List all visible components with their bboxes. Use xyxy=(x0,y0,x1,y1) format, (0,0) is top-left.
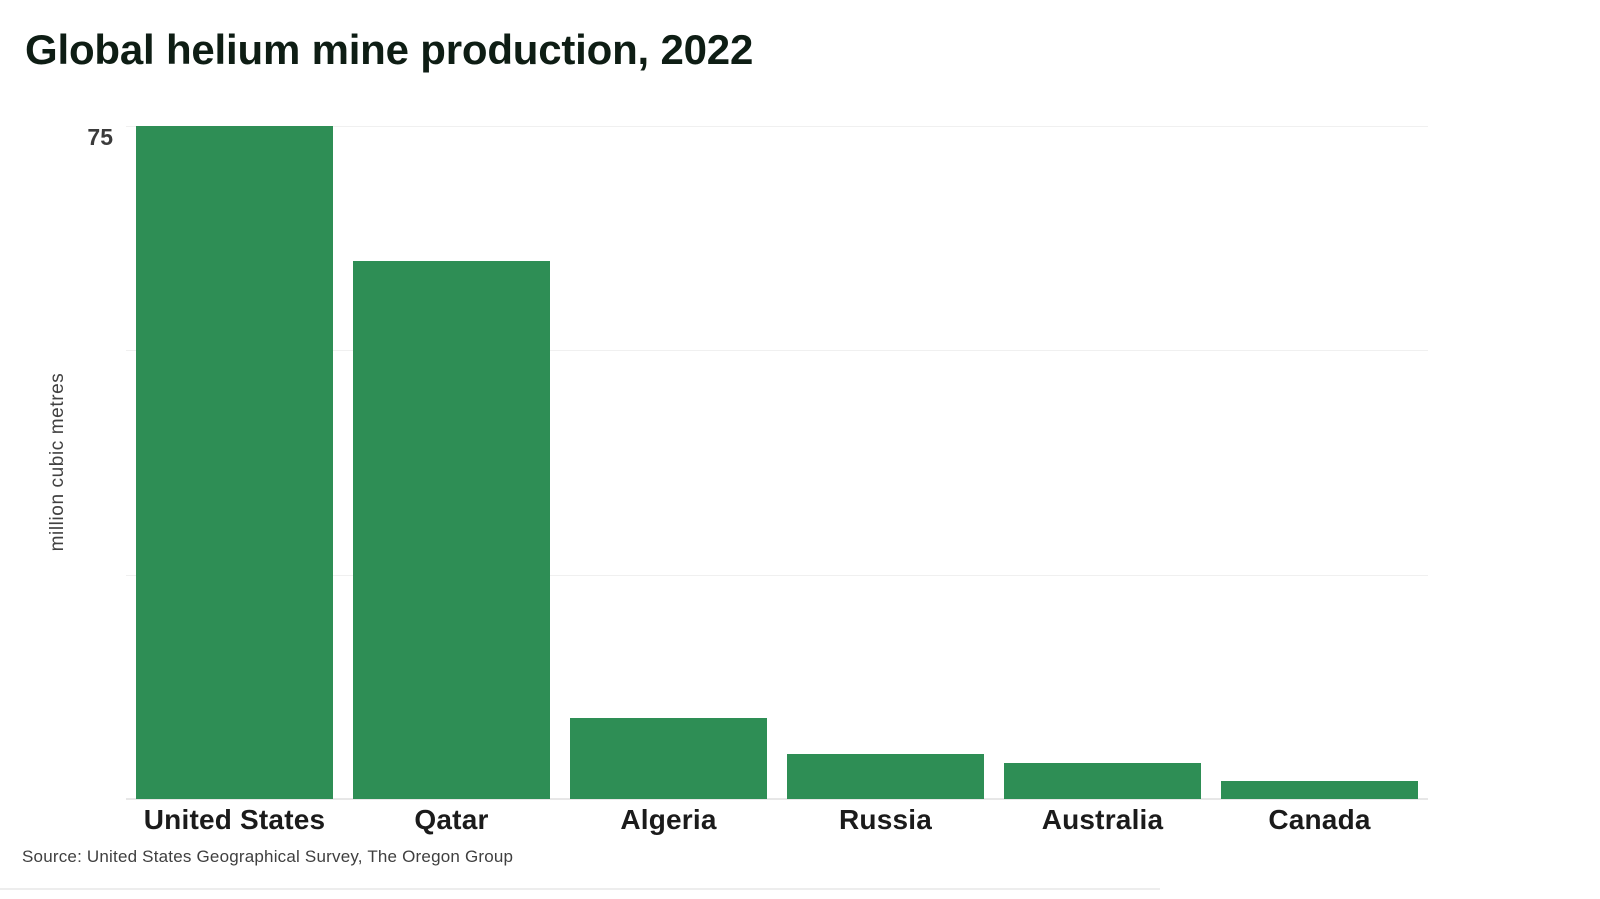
bar-united-states[interactable] xyxy=(135,126,334,799)
gridline-50 xyxy=(126,350,1428,352)
bar-slot-united-states xyxy=(126,126,343,799)
category-axis: United States Qatar Algeria Russia Australia… xyxy=(126,804,1428,836)
y-axis-label: million cubic metres xyxy=(47,372,68,552)
bar-russia[interactable] xyxy=(786,754,985,799)
category-label-russia: Russia xyxy=(838,804,933,835)
category-label-australia: Australia xyxy=(1041,804,1164,835)
bar-australia[interactable] xyxy=(1003,763,1202,799)
bar-slot-qatar xyxy=(343,126,560,799)
category-label-canada: Canada xyxy=(1268,804,1371,835)
gridline-75 xyxy=(126,126,1428,127)
bar-algeria[interactable] xyxy=(569,718,768,799)
chart-title: Global helium mine production, 2022 xyxy=(25,26,754,73)
bar-slot-australia xyxy=(994,126,1211,799)
category-label-united-states: United States xyxy=(143,804,326,835)
bar-canada[interactable] xyxy=(1220,781,1419,799)
source-note: Source: United States Geographical Surve… xyxy=(22,847,514,866)
category-label-algeria: Algeria xyxy=(620,804,717,835)
category-label-qatar: Qatar xyxy=(414,804,489,835)
bar-slot-algeria xyxy=(560,126,777,799)
bar-slot-russia xyxy=(777,126,994,799)
gridline-25 xyxy=(126,574,1428,576)
bar-slot-canada xyxy=(1211,126,1428,799)
bar-qatar[interactable] xyxy=(352,260,551,799)
plot-area xyxy=(126,126,1428,800)
y-axis-tick-75: 75 xyxy=(87,124,113,150)
bars-group xyxy=(126,126,1428,799)
bottom-divider xyxy=(0,888,1160,890)
x-axis-baseline xyxy=(126,798,1428,800)
